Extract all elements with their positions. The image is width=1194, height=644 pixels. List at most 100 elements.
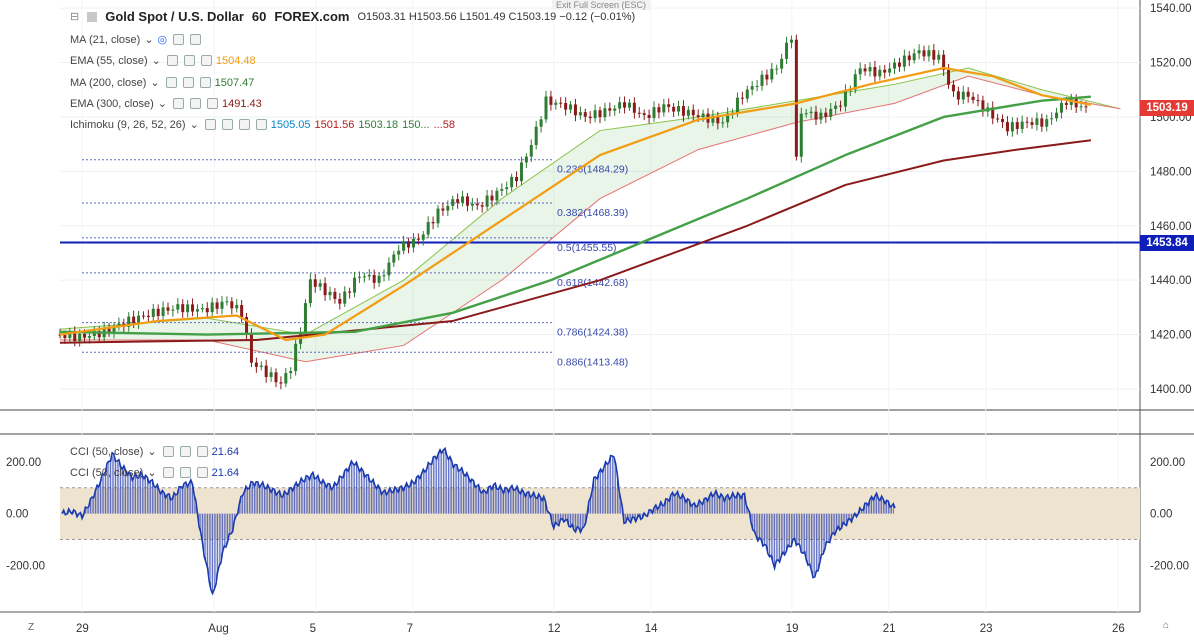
- close-icon[interactable]: [206, 98, 218, 109]
- legend-ichimoku-v4: 150...: [402, 118, 430, 131]
- candle-body: [137, 315, 141, 324]
- eye-icon[interactable]: [162, 446, 174, 457]
- candle-body: [294, 343, 298, 372]
- interval[interactable]: 60: [251, 9, 267, 24]
- candle-body: [780, 58, 784, 69]
- ma200-line: [59, 95, 1092, 336]
- candle-body: [937, 54, 941, 60]
- close-icon[interactable]: [255, 119, 267, 130]
- candle-body: [161, 307, 165, 316]
- candle-body: [858, 68, 862, 75]
- candle-body: [539, 119, 543, 127]
- settings-icon[interactable]: [173, 34, 185, 45]
- eye-off-icon[interactable]: ◎: [157, 34, 168, 46]
- candle-body: [883, 69, 887, 73]
- legend-cci-2[interactable]: CCI (50, close) ⌄ 21.64: [70, 466, 239, 480]
- candle-body: [215, 302, 219, 309]
- candle-body: [176, 304, 180, 310]
- candle-body: [279, 382, 283, 384]
- candle-body: [269, 372, 273, 377]
- candle-body: [603, 108, 607, 118]
- cci-tick-label-left: 0.00: [6, 509, 28, 521]
- candle-body: [735, 97, 739, 113]
- chevron-down-icon[interactable]: ⌄: [150, 77, 160, 89]
- chevron-down-icon[interactable]: ⌄: [144, 34, 154, 46]
- cci-tick-label-left: 200.00: [6, 457, 41, 469]
- candle-body: [348, 291, 352, 293]
- chevron-down-icon[interactable]: ⌄: [147, 467, 157, 479]
- candle-body: [966, 91, 970, 97]
- candle-body: [863, 68, 867, 72]
- settings-icon[interactable]: [189, 98, 201, 109]
- eye-icon[interactable]: [204, 119, 216, 130]
- candle-body: [397, 250, 401, 255]
- candle-body: [470, 203, 474, 206]
- candle-body: [112, 326, 116, 333]
- chevron-down-icon[interactable]: ⌄: [189, 119, 199, 131]
- candle-body: [588, 116, 592, 119]
- candle-body: [220, 301, 224, 309]
- candle-body: [672, 106, 676, 112]
- settings-icon[interactable]: [183, 55, 195, 66]
- candle-body: [274, 372, 278, 383]
- auto-scale-button[interactable]: ⌂: [1163, 620, 1170, 631]
- candle-body: [578, 112, 582, 116]
- timezone-button[interactable]: Z: [28, 622, 35, 633]
- eye-icon[interactable]: [165, 77, 177, 88]
- candle-body: [745, 89, 749, 99]
- candle-body: [254, 362, 258, 367]
- candle-body: [195, 309, 199, 312]
- cci-tick-label: 0.00: [1150, 509, 1172, 521]
- candle-body: [323, 283, 327, 296]
- candle-body: [873, 66, 877, 77]
- time-tick-label: 19: [786, 623, 799, 635]
- fib-level-label: 0.382(1468.39): [557, 207, 628, 219]
- candle-body: [765, 74, 769, 80]
- price-tick-label: 1540.00: [1150, 3, 1192, 15]
- chevron-down-icon[interactable]: ⌄: [151, 55, 161, 67]
- legend-cci-1[interactable]: CCI (50, close) ⌄ 21.64: [70, 445, 239, 459]
- candle-body: [623, 102, 627, 108]
- legend-ma21[interactable]: MA (21, close) ⌄ ◎: [70, 33, 202, 46]
- candle-body: [1001, 118, 1005, 123]
- legend-ma200[interactable]: MA (200, close) ⌄ 1507.47: [70, 76, 254, 90]
- eye-icon[interactable]: [172, 98, 184, 109]
- exchange[interactable]: FOREX.com: [274, 9, 350, 24]
- horizontal-line-price-tag[interactable]: 1453.84: [1140, 234, 1194, 251]
- cci-tick-label: -200.00: [1150, 560, 1189, 572]
- settings-icon[interactable]: [179, 467, 191, 478]
- eye-icon[interactable]: [166, 55, 178, 66]
- candle-body: [922, 50, 926, 57]
- settings-icon[interactable]: [221, 119, 233, 130]
- close-icon[interactable]: [199, 77, 211, 88]
- braces-icon[interactable]: [238, 119, 250, 130]
- close-icon[interactable]: [200, 55, 212, 66]
- eye-icon[interactable]: [162, 467, 174, 478]
- exit-fullscreen-button[interactable]: Exit Full Screen (ESC): [552, 0, 651, 10]
- candle-body: [156, 308, 160, 316]
- symbol-name[interactable]: Gold Spot / U.S. Dollar: [105, 9, 244, 24]
- candle-body: [529, 145, 533, 157]
- legend-ichimoku[interactable]: Ichimoku (9, 26, 52, 26) ⌄ 1505.05 1501.…: [70, 118, 455, 132]
- candle-body: [127, 316, 131, 327]
- collapse-icon[interactable]: ⊟: [70, 11, 80, 23]
- candle-body: [740, 97, 744, 99]
- legend-ema300[interactable]: EMA (300, close) ⌄ 1491.43: [70, 97, 262, 111]
- settings-icon[interactable]: [182, 77, 194, 88]
- candle-body: [711, 115, 715, 123]
- candle-body: [500, 189, 504, 191]
- candle-body: [956, 91, 960, 100]
- close-icon[interactable]: [190, 34, 202, 45]
- candle-body: [726, 113, 730, 123]
- settings-icon[interactable]: [179, 446, 191, 457]
- close-icon[interactable]: [196, 467, 208, 478]
- candle-body: [107, 327, 111, 333]
- candle-body: [799, 113, 803, 157]
- candle-body: [519, 162, 523, 182]
- candle-body: [245, 317, 249, 335]
- candle-body: [897, 62, 901, 67]
- chevron-down-icon[interactable]: ⌄: [157, 98, 167, 110]
- close-icon[interactable]: [196, 446, 208, 457]
- chevron-down-icon[interactable]: ⌄: [147, 446, 157, 458]
- legend-ema55[interactable]: EMA (55, close) ⌄ 1504.48: [70, 54, 256, 68]
